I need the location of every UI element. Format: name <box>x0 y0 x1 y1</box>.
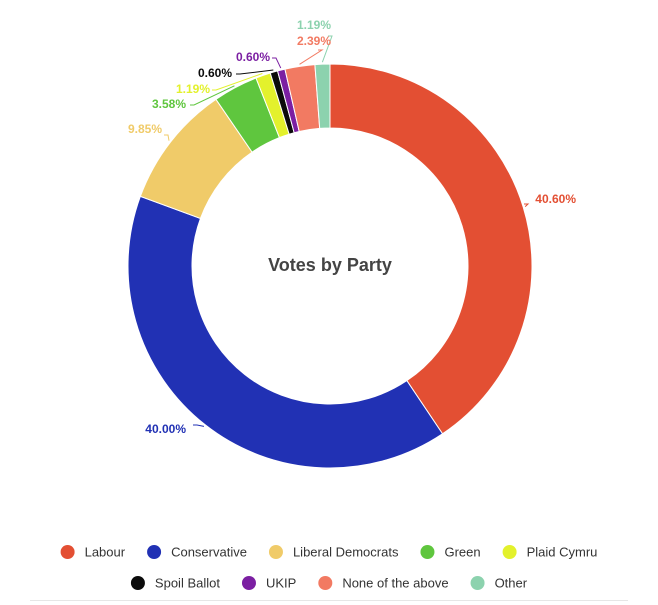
value-label-green: 3.58% <box>152 97 186 111</box>
value-label-conservative: 40.00% <box>145 422 186 436</box>
legend-label-spoil-ballot: Spoil Ballot <box>155 576 220 591</box>
legend-item-none-of-the-above[interactable]: None of the above <box>318 576 449 591</box>
value-label-spoil-ballot: 0.60% <box>198 66 232 80</box>
value-label-none-of-the-above: 2.39% <box>297 34 331 48</box>
leader-line-none-of-the-above <box>299 49 324 65</box>
leader-line-ukip <box>272 57 282 69</box>
leader-line-green <box>190 85 235 106</box>
value-label-other: 1.19% <box>297 18 331 32</box>
legend-swatch-labour <box>60 545 75 559</box>
leader-line-spoil-ballot <box>236 69 274 75</box>
legend-swatch-plaid-cymru <box>502 545 517 559</box>
legend-label-labour: Labour <box>85 545 126 560</box>
leader-line-liberal-democrats <box>164 134 170 141</box>
leader-line-labour <box>524 203 530 207</box>
leader-line-plaid-cymru <box>212 73 263 91</box>
legend: Labour Conservative Liberal Democrats Green… <box>60 545 598 591</box>
legend-item-conservative[interactable]: Conservative <box>147 545 247 560</box>
leader-line-other <box>321 35 333 63</box>
value-label-liberal-democrats: 9.85% <box>128 122 162 136</box>
legend-label-ukip: UKIP <box>266 576 296 591</box>
legend-item-green[interactable]: Green <box>420 545 481 560</box>
legend-swatch-ukip <box>241 576 256 590</box>
legend-label-liberal-democrats: Liberal Democrats <box>293 545 399 560</box>
legend-swatch-green <box>420 545 435 559</box>
legend-label-other: Other <box>495 576 528 591</box>
slice-conservative[interactable] <box>127 195 444 469</box>
legend-label-green: Green <box>444 545 480 560</box>
value-label-labour: 40.60% <box>535 192 576 206</box>
value-label-plaid-cymru: 1.19% <box>176 82 210 96</box>
value-label-ukip: 0.60% <box>236 50 270 64</box>
legend-label-plaid-cymru: Plaid Cymru <box>527 545 598 560</box>
percentage-labels: 40.60%40.00%9.85%3.58%1.19%0.60%0.60%2.3… <box>128 18 576 436</box>
donut-slices <box>127 63 533 469</box>
slice-labour[interactable] <box>329 63 533 435</box>
legend-item-other[interactable]: Other <box>470 576 528 591</box>
legend-item-plaid-cymru[interactable]: Plaid Cymru <box>502 545 598 560</box>
legend-label-conservative: Conservative <box>171 545 247 560</box>
bottom-divider <box>30 600 628 601</box>
legend-item-liberal-democrats[interactable]: Liberal Democrats <box>268 545 399 560</box>
legend-swatch-liberal-democrats <box>268 545 283 559</box>
label-leader-lines <box>164 35 530 427</box>
legend-label-none-of-the-above: None of the above <box>342 576 448 591</box>
legend-row: Labour Conservative Liberal Democrats Green… <box>60 545 598 560</box>
legend-swatch-conservative <box>147 545 162 559</box>
slice-other[interactable] <box>314 63 331 129</box>
legend-swatch-spoil-ballot <box>130 576 145 590</box>
leader-line-conservative <box>193 424 205 427</box>
legend-item-labour[interactable]: Labour <box>60 545 126 560</box>
chart-title: Votes by Party <box>268 255 392 275</box>
legend-swatch-none-of-the-above <box>318 576 333 590</box>
legend-row: Spoil Ballot UKIP None of the above Other <box>130 576 528 591</box>
legend-item-spoil-ballot[interactable]: Spoil Ballot <box>130 576 220 591</box>
legend-item-ukip[interactable]: UKIP <box>241 576 296 591</box>
legend-swatch-other <box>470 576 485 590</box>
